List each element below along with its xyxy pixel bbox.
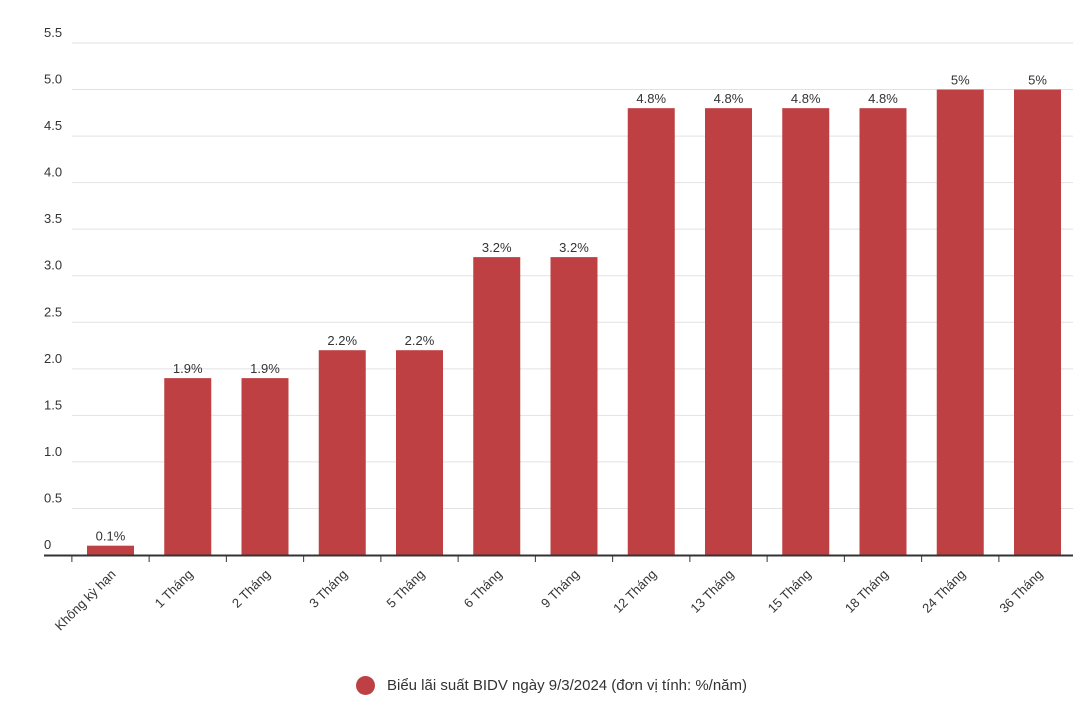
data-label: 1.9% (173, 361, 203, 376)
y-tick-label: 4.0 (44, 165, 62, 180)
bar (473, 257, 521, 555)
x-tick-label: 18 Tháng (842, 567, 891, 616)
bar (859, 108, 907, 555)
y-tick-label: 0 (44, 537, 51, 552)
y-tick-label: 1.0 (44, 444, 62, 459)
y-tick-label: 3.0 (44, 258, 62, 273)
x-tick-label: 5 Tháng (383, 567, 427, 611)
bar (396, 350, 443, 555)
data-label: 3.2% (559, 240, 589, 255)
bar (550, 257, 598, 555)
data-labels: 0.1% 1.9% 1.9% 2.2% 2.2% 3.2% 3.2% 4.8% 4.8% 4.8%… (96, 73, 1048, 544)
data-label: 2.2% (327, 333, 357, 348)
x-tick-label: 15 Tháng (765, 567, 814, 616)
x-tick-label: 9 Tháng (538, 567, 582, 611)
legend-swatch-icon (355, 676, 375, 695)
bar (705, 108, 752, 555)
bar (87, 545, 134, 555)
y-tick-label: 0.5 (44, 490, 62, 505)
y-tick-label: 2.0 (44, 351, 62, 366)
x-tick-label: 13 Tháng (687, 567, 736, 616)
bar (936, 89, 984, 555)
data-label: 4.8% (868, 91, 898, 106)
x-tick-label: Không kỳ hạn (52, 567, 119, 634)
y-axis-ticks: 0 0.5 1.0 1.5 2.0 2.5 3.0 3.5 4.0 4.5 5.0 5.5 (44, 25, 62, 552)
bar (318, 350, 366, 555)
x-axis (44, 554, 1073, 562)
x-tick-label: 36 Tháng (996, 567, 1045, 616)
bars (87, 89, 1061, 555)
legend-label: Biểu lãi suất BIDV ngày 9/3/2024 (đơn vị… (386, 677, 748, 694)
y-tick-label: 3.5 (44, 211, 62, 226)
data-label: 4.8% (714, 91, 744, 106)
bar (782, 108, 830, 555)
x-tick-label: 24 Tháng (919, 567, 968, 616)
bar (1014, 89, 1061, 555)
y-tick-label: 1.5 (44, 397, 62, 412)
y-tick-label: 4.5 (44, 118, 62, 133)
bar (164, 378, 212, 555)
x-tick-label: 12 Tháng (610, 567, 659, 616)
data-label: 4.8% (791, 91, 821, 106)
y-tick-label: 5.0 (44, 72, 62, 87)
bar (627, 108, 675, 555)
x-tick-label: 2 Tháng (229, 567, 273, 611)
x-axis-ticks: Không kỳ hạn 1 Tháng 2 Tháng 3 Tháng 5 Tháng… (52, 567, 1046, 634)
x-tick-label: 1 Tháng (152, 567, 196, 611)
data-label: 1.9% (250, 361, 280, 376)
y-tick-label: 2.5 (44, 304, 62, 319)
data-label: 2.2% (405, 333, 435, 348)
x-tick-label: 3 Tháng (306, 567, 350, 611)
data-label: 3.2% (482, 240, 512, 255)
y-tick-label: 5.5 (44, 25, 62, 40)
data-label: 5% (951, 73, 970, 88)
legend: Biểu lãi suất BIDV ngày 9/3/2024 (đơn vị… (0, 676, 1073, 695)
data-label: 0.1% (96, 529, 126, 544)
data-label: 4.8% (636, 91, 666, 106)
data-label: 5% (1028, 73, 1047, 88)
bar (241, 378, 289, 555)
x-tick-label: 6 Tháng (461, 567, 505, 611)
